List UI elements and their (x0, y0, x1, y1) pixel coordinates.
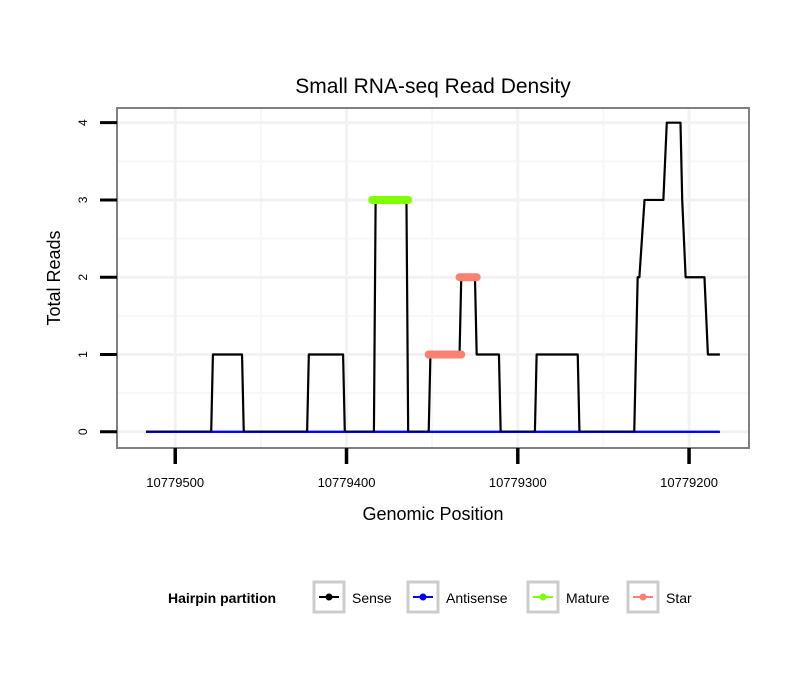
legend-key-point (325, 593, 333, 601)
x-tick-label: 10779400 (318, 475, 376, 490)
legend: Hairpin partition Sense Antisense Mature St… (168, 580, 692, 614)
legend-label: Sense (352, 590, 392, 606)
legend-key-point (639, 593, 647, 601)
y-tick-label: 2 (76, 274, 90, 281)
legend-item-antisense: Antisense (406, 580, 508, 614)
x-tick-label: 10779200 (660, 475, 718, 490)
legend-label: Mature (566, 590, 610, 606)
series-line-sense (146, 121, 720, 433)
y-axis: 0 1 2 3 4 (76, 119, 117, 435)
legend-item-star: Star (626, 580, 692, 614)
y-tick-label: 4 (76, 119, 90, 126)
legend-item-mature: Mature (526, 580, 610, 614)
y-tick-label: 3 (76, 196, 90, 203)
legend-item-sense: Sense (312, 580, 392, 614)
y-axis-title: Total Reads (44, 230, 64, 325)
x-tick-label: 10779500 (146, 475, 204, 490)
legend-title: Hairpin partition (168, 590, 276, 606)
legend-key-point (419, 593, 427, 601)
legend-key-point (539, 593, 547, 601)
chart-title: Small RNA-seq Read Density (295, 75, 571, 98)
y-tick-label: 1 (76, 351, 90, 358)
x-axis-title: Genomic Position (362, 504, 503, 524)
legend-label: Star (666, 590, 692, 606)
x-axis: 10779500 10779400 10779300 10779200 (146, 448, 718, 490)
y-tick-label: 0 (76, 428, 90, 435)
x-tick-label: 10779300 (489, 475, 547, 490)
series-layer (146, 121, 720, 433)
legend-label: Antisense (446, 590, 508, 606)
